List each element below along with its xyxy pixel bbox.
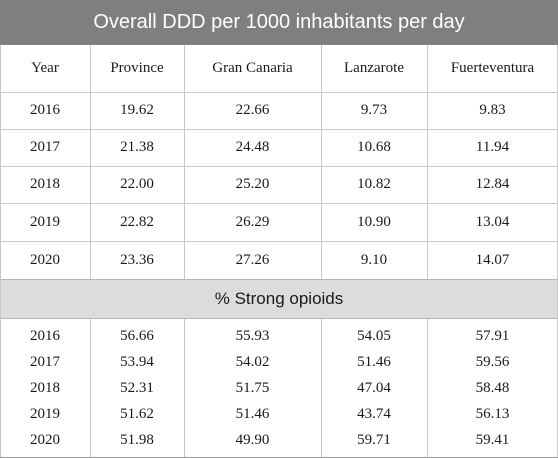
cell-province: 52.31 <box>120 379 154 396</box>
cell-province: 19.62 <box>120 102 154 118</box>
table-row: 2016 56.66 55.93 54.05 57.91 <box>0 323 558 349</box>
cell-lanzarote: 10.90 <box>357 213 391 230</box>
cell-year: 2018 <box>30 379 60 396</box>
cell-year: 2016 <box>30 327 60 344</box>
cell-year: 2020 <box>30 251 60 268</box>
column-divider <box>90 45 91 279</box>
cell-province: 23.36 <box>120 251 154 268</box>
cell-fuerteventura: 14.07 <box>475 251 510 268</box>
cell-province: 51.62 <box>120 405 154 422</box>
cell-year: 2020 <box>30 431 60 448</box>
cell-gran-canaria: 49.90 <box>235 431 270 448</box>
cell-gran-canaria: 27.26 <box>235 251 270 268</box>
cell-year: 2019 <box>30 213 60 230</box>
table-title: Overall DDD per 1000 inhabitants per day <box>0 0 558 45</box>
column-header-lanzarote: Lanzarote <box>344 60 404 76</box>
cell-fuerteventura: 59.56 <box>475 353 510 370</box>
table-row: 2017 53.94 54.02 51.46 59.56 <box>0 349 558 375</box>
cell-province: 53.94 <box>120 353 154 370</box>
table-border-left <box>0 45 1 458</box>
table-row: 2020 51.98 49.90 59.71 59.41 <box>0 427 558 453</box>
header-row: Year Province Gran Canaria Lanzarote Fue… <box>0 45 558 92</box>
row-divider <box>0 129 558 130</box>
table-row: 2019 22.82 26.29 10.90 13.04 <box>0 203 558 241</box>
table-row: 2016 19.62 22.66 9.73 9.83 <box>0 92 558 129</box>
cell-gran-canaria: 54.02 <box>235 353 270 370</box>
cell-lanzarote: 10.82 <box>357 176 391 192</box>
column-divider <box>321 319 322 458</box>
column-header-fuerteventura: Fuerteventura <box>450 60 535 76</box>
column-divider <box>184 45 185 279</box>
row-divider <box>0 92 558 93</box>
table-row: 2018 22.00 25.20 10.82 12.84 <box>0 166 558 203</box>
cell-year: 2019 <box>30 405 60 422</box>
cell-province: 22.82 <box>120 213 154 230</box>
cell-lanzarote: 43.74 <box>357 405 391 422</box>
cell-gran-canaria: 26.29 <box>235 213 270 230</box>
cell-gran-canaria: 25.20 <box>235 176 270 192</box>
column-divider <box>427 45 428 279</box>
cell-lanzarote: 47.04 <box>357 379 391 396</box>
cell-fuerteventura: 59.41 <box>475 431 510 448</box>
cell-gran-canaria: 55.93 <box>235 327 270 344</box>
column-divider <box>184 319 185 458</box>
cell-fuerteventura: 56.13 <box>475 405 510 422</box>
column-divider <box>321 45 322 279</box>
cell-gran-canaria: 24.48 <box>235 139 270 155</box>
table-row: 2019 51.62 51.46 43.74 56.13 <box>0 401 558 427</box>
table-row: 2017 21.38 24.48 10.68 11.94 <box>0 129 558 166</box>
cell-fuerteventura: 11.94 <box>475 139 510 155</box>
row-divider <box>0 166 558 167</box>
cell-province: 51.98 <box>120 431 154 448</box>
cell-lanzarote: 9.10 <box>360 251 388 268</box>
cell-fuerteventura: 13.04 <box>475 213 510 230</box>
cell-province: 22.00 <box>120 176 154 192</box>
section-title: % Strong opioids <box>0 279 558 319</box>
cell-fuerteventura: 58.48 <box>475 379 510 396</box>
cell-lanzarote: 59.71 <box>357 431 391 448</box>
cell-province: 21.38 <box>120 139 154 155</box>
row-divider <box>0 241 558 242</box>
cell-lanzarote: 9.73 <box>360 102 388 118</box>
column-header-year: Year <box>31 60 59 76</box>
cell-gran-canaria: 22.66 <box>235 102 270 118</box>
column-header-gran-canaria: Gran Canaria <box>212 60 293 76</box>
cell-lanzarote: 54.05 <box>357 327 391 344</box>
cell-fuerteventura: 57.91 <box>475 327 510 344</box>
column-divider <box>427 319 428 458</box>
table-row: 2020 23.36 27.26 9.10 14.07 <box>0 241 558 279</box>
cell-year: 2018 <box>30 176 60 192</box>
column-divider <box>90 319 91 458</box>
cell-year: 2017 <box>30 139 60 155</box>
cell-year: 2017 <box>30 353 60 370</box>
cell-fuerteventura: 12.84 <box>475 176 510 192</box>
cell-gran-canaria: 51.75 <box>235 379 270 396</box>
cell-lanzarote: 10.68 <box>357 139 391 155</box>
row-divider <box>0 203 558 204</box>
cell-province: 56.66 <box>120 327 154 344</box>
column-header-province: Province <box>110 60 164 76</box>
cell-lanzarote: 51.46 <box>357 353 391 370</box>
cell-fuerteventura: 9.83 <box>479 102 506 118</box>
cell-year: 2016 <box>30 102 60 118</box>
table-row: 2018 52.31 51.75 47.04 58.48 <box>0 375 558 401</box>
cell-gran-canaria: 51.46 <box>235 405 270 422</box>
